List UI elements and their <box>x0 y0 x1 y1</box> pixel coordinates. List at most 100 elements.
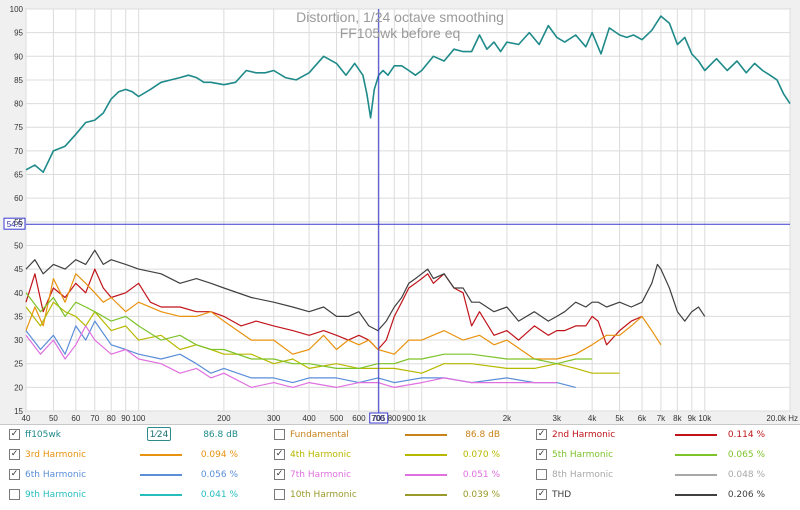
series-line-thd <box>25 249 706 332</box>
y-tick-label: 50 <box>14 241 23 250</box>
legend-checkbox-2nd-harmonic[interactable]: ✓ <box>536 429 547 440</box>
legend-value: 0.094 % <box>200 450 238 460</box>
x-tick-label: 8k <box>673 414 682 423</box>
legend-value: 86.8 dB <box>203 430 238 440</box>
legend-label: Fundamental <box>290 430 349 440</box>
legend-label: 4th Harmonic <box>290 450 352 460</box>
legend-label: 6th Harmonic <box>25 470 87 480</box>
x-tick-label: 4k <box>588 414 597 423</box>
legend-checkbox-5th-harmonic[interactable]: ✓ <box>536 449 547 460</box>
legend-line-swatch <box>675 494 717 496</box>
legend-value: 0.206 % <box>727 490 765 500</box>
legend-item-5th-harmonic: ✓ 5th Harmonic 0.065 % <box>536 447 786 463</box>
cursor-x-readout-box <box>369 412 389 424</box>
y-tick-label: 90 <box>14 52 23 61</box>
y-tick-label: 75 <box>14 123 23 132</box>
legend-value: 0.114 % <box>727 430 765 440</box>
legend-item-6th-harmonic: ✓ 6th Harmonic 0.056 % <box>9 467 259 483</box>
y-tick-label: 25 <box>14 360 23 369</box>
x-tick-label: 90 <box>121 414 130 423</box>
legend-checkbox-3rd-harmonic[interactable]: ✓ <box>9 449 20 460</box>
legend-checkbox-ff105wk[interactable]: ✓ <box>9 429 20 440</box>
legend-checkbox-fundamental[interactable] <box>274 429 285 440</box>
x-tick-label: 2k <box>503 414 512 423</box>
y-tick-label: 20 <box>14 383 23 392</box>
x-tick-label: 500 <box>330 414 344 423</box>
legend-checkbox-thd[interactable]: ✓ <box>536 489 547 500</box>
series-line-7th-harmonic <box>25 325 557 388</box>
x-tick-label: 3k <box>553 414 562 423</box>
legend-item-9th-harmonic: 9th Harmonic 0.041 % <box>9 487 259 503</box>
legend-line-swatch <box>405 474 447 476</box>
series-line-3rd-harmonic <box>25 273 662 360</box>
legend-line-swatch <box>675 474 717 476</box>
y-tick-label: 80 <box>14 100 23 109</box>
legend-line-swatch <box>405 494 447 496</box>
legend-item-3rd-harmonic: ✓ 3rd Harmonic 0.094 % <box>9 447 259 463</box>
plot-area[interactable] <box>25 8 791 412</box>
chart-title: Distortion, 1/24 octave smoothing <box>296 9 504 25</box>
x-tick-label: 1k <box>417 414 426 423</box>
legend-label: 9th Harmonic <box>25 490 87 500</box>
y-tick-label: 70 <box>14 147 23 156</box>
legend-checkbox-9th-harmonic[interactable] <box>9 489 20 500</box>
legend-line-swatch <box>140 454 182 456</box>
y-tick-label: 95 <box>14 29 23 38</box>
legend-item-fundamental: Fundamental 86.8 dB <box>274 427 524 443</box>
legend-value: 86.8 dB <box>465 430 500 440</box>
cursor-y-readout: 54.5 <box>7 220 23 229</box>
legend-checkbox-7th-harmonic[interactable]: ✓ <box>274 469 285 480</box>
x-tick-label: 10k <box>698 414 712 423</box>
x-tick-label: 60 <box>71 414 80 423</box>
x-tick-label: 7k <box>657 414 666 423</box>
cursor-x-readout: 705 <box>372 414 386 423</box>
x-tick-label: 600 <box>352 414 366 423</box>
x-tick-label: 100 <box>132 414 146 423</box>
y-axis-ticks: 15 20 25 30 35 40 45 50 55 60 65 70 75 80 85 90 95 100 <box>10 5 24 416</box>
legend-label: ff105wk <box>25 430 61 440</box>
y-tick-label: 60 <box>14 194 23 203</box>
legend-label: 7th Harmonic <box>290 470 352 480</box>
legend-line-swatch <box>405 454 447 456</box>
series-group <box>25 15 791 388</box>
x-tick-label: 70 <box>90 414 99 423</box>
legend-panel: ✓ ff105wk 86.8 dB Fundamental 86.8 dB ✓ 2nd Ha… <box>0 424 800 510</box>
legend-line-swatch <box>675 454 717 456</box>
legend-label: THD <box>552 490 572 500</box>
legend-line-swatch <box>675 434 717 436</box>
x-tick-label: 20.0k Hz <box>766 414 798 423</box>
y-tick-label: 55 <box>14 218 23 227</box>
x-tick-label: 6k <box>638 414 647 423</box>
x-tick-label: 9k <box>688 414 697 423</box>
legend-value: 0.070 % <box>462 450 500 460</box>
x-tick-label: 40 <box>22 414 31 423</box>
x-tick-label: 800 <box>388 414 402 423</box>
legend-value: 0.056 % <box>200 470 238 480</box>
cursor[interactable]: 54.5 705 <box>3 9 790 424</box>
y-tick-label: 40 <box>14 289 23 298</box>
legend-checkbox-4th-harmonic[interactable]: ✓ <box>274 449 285 460</box>
smoothing-button[interactable]: 1⁄24 <box>147 427 171 441</box>
legend-checkbox-6th-harmonic[interactable]: ✓ <box>9 469 20 480</box>
legend-line-swatch <box>140 474 182 476</box>
x-tick-label: 5k <box>615 414 624 423</box>
legend-item-10th-harmonic: 10th Harmonic 0.039 % <box>274 487 524 503</box>
legend-label: 3rd Harmonic <box>25 450 87 460</box>
y-tick-label: 35 <box>14 312 23 321</box>
legend-item-ff105wk: ✓ ff105wk 86.8 dB <box>9 427 259 443</box>
legend-label: 2nd Harmonic <box>552 430 616 440</box>
x-tick-label: 50 <box>49 414 58 423</box>
legend-checkbox-8th-harmonic[interactable] <box>536 469 547 480</box>
legend-label: 5th Harmonic <box>552 450 614 460</box>
legend-label: 8th Harmonic <box>552 470 614 480</box>
legend-value: 0.041 % <box>200 490 238 500</box>
legend-item-thd: ✓ THD 0.206 % <box>536 487 786 503</box>
legend-value: 0.048 % <box>727 470 765 480</box>
legend-value: 0.065 % <box>727 450 765 460</box>
legend-item-8th-harmonic: 8th Harmonic 0.048 % <box>536 467 786 483</box>
y-tick-label: 100 <box>10 5 24 14</box>
series-line-ff105wk <box>25 15 791 173</box>
y-tick-label: 30 <box>14 336 23 345</box>
legend-checkbox-10th-harmonic[interactable] <box>274 489 285 500</box>
